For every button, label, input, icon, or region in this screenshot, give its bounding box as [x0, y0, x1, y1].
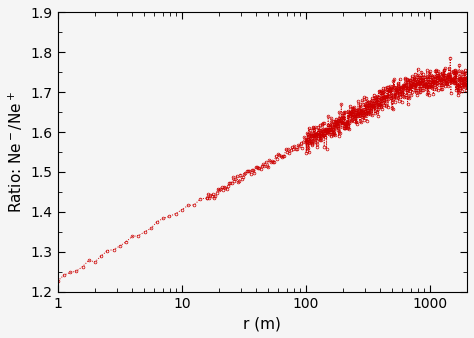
X-axis label: r (m): r (m) [244, 316, 282, 331]
Y-axis label: Ratio: Ne$^-$/Ne$^+$: Ratio: Ne$^-$/Ne$^+$ [7, 91, 25, 213]
